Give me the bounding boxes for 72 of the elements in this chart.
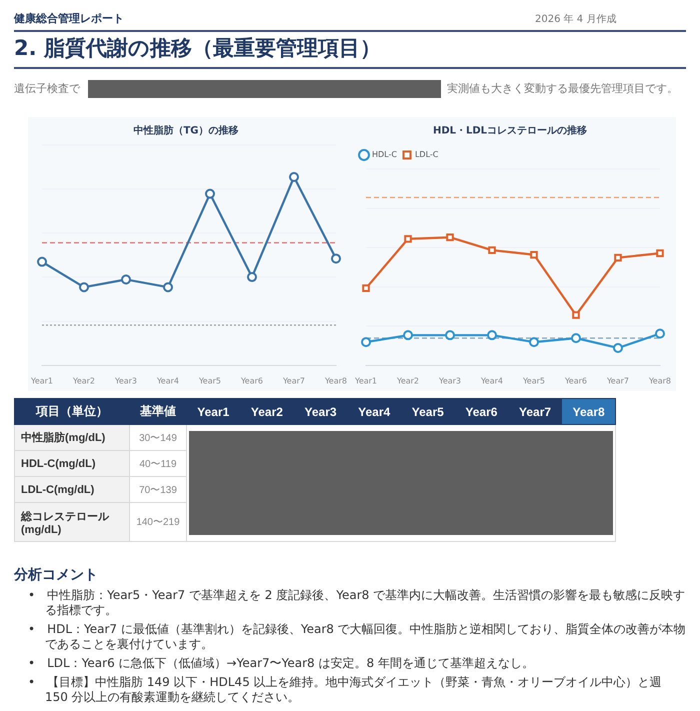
chart-title: HDL・LDLコレステロールの推移 [432, 124, 588, 137]
category-label: 総コレステロール(mg/dL) [21, 510, 109, 536]
x-tick-label: Year7 [606, 376, 630, 386]
x-tick-label: Year8 [648, 376, 671, 386]
category-label: Year5 [401, 398, 455, 424]
category-label: Year3 [294, 398, 348, 424]
point [446, 234, 454, 242]
point [246, 272, 257, 282]
category-label: 70〜139 [139, 484, 177, 496]
text: 遺伝子検査で [14, 81, 80, 96]
point [362, 284, 370, 292]
point [121, 274, 132, 284]
x-tick-label: Year2 [396, 376, 420, 386]
text: 2026 年 4 月作成 [535, 12, 616, 26]
category-label: HDL-C(mg/dL) [21, 458, 96, 470]
category-label: Year1 [186, 398, 240, 424]
x-tick-label: Year4 [480, 376, 504, 386]
category-label: 中性脂肪(mg/dL) [21, 432, 106, 444]
text: • HDL：Year7 に最低値（基準割れ）を記録後、Year8 で大幅回復。中性脂肪と逆相関しており、脂質全体の改善が本物であることを裏付けています。 [28, 622, 686, 652]
category-label: Year2 [240, 398, 294, 424]
point [487, 330, 497, 340]
point [330, 254, 341, 264]
text: 2. 脂質代謝の推移（最重要管理項目） [14, 35, 381, 62]
point [79, 282, 90, 292]
point [570, 333, 581, 344]
point [530, 250, 538, 259]
category-label: 140〜219 [136, 517, 180, 528]
category-label: Year4 [347, 398, 401, 424]
legend-label: LDL-C [414, 150, 439, 160]
point [656, 249, 664, 258]
point [445, 330, 456, 340]
point [404, 235, 412, 243]
legend-label: HDL-C [372, 150, 398, 160]
point [529, 337, 539, 348]
x-tick-label: Year7 [282, 376, 306, 386]
text: • 【目標】中性脂肪 149 以下・HDL45 以上を維持。地中海式ダイエット（野菜・青魚・オリーブオイル中心）と週 150 分以上の有酸素運動を継続してください。 [28, 675, 663, 705]
point [488, 246, 496, 254]
point [361, 337, 372, 348]
point [612, 342, 623, 353]
x-tick-label: Year5 [198, 376, 222, 386]
category-label: Year6 [454, 398, 508, 424]
category-label: 30〜149 [139, 432, 177, 444]
x-tick-label: Year8 [324, 376, 347, 386]
x-tick-label: Year6 [240, 376, 264, 386]
x-tick-label: Year3 [438, 376, 462, 386]
category-label: 40〜119 [139, 458, 177, 470]
x-tick-label: Year2 [72, 376, 96, 386]
text: 健康総合管理レポート [14, 11, 124, 26]
text: • LDL：Year6 に急低下（低値域）→Year7〜Year8 は安定。8 年間を通じて基準超えなし。 [28, 656, 535, 671]
category-label: Year8 [562, 398, 616, 424]
category-label: 項目（単位） [14, 398, 130, 424]
point [403, 330, 414, 340]
x-tick-label: Year1 [30, 376, 54, 386]
category-label: LDL-C(mg/dL) [21, 484, 94, 496]
text: 分析コメント [14, 566, 99, 584]
text: 実測値も大きく変動する最優先管理項目です。 [447, 81, 678, 96]
point [288, 172, 299, 182]
x-tick-label: Year6 [564, 376, 588, 386]
chart-title: 中性脂肪（TG）の推移 [133, 124, 239, 137]
x-tick-label: Year3 [114, 376, 138, 386]
x-tick-label: Year1 [354, 376, 378, 386]
point [572, 311, 580, 319]
x-tick-label: Year4 [156, 376, 180, 386]
point [614, 254, 622, 262]
point [205, 188, 215, 199]
point [37, 256, 48, 267]
point [654, 328, 665, 339]
point [163, 282, 173, 292]
x-tick-label: Year5 [522, 376, 546, 386]
category-label: Year7 [508, 398, 562, 424]
text: • 中性脂肪：Year5・Year7 で基準超えを 2 度記録後、Year8 で基準内に大幅改善。生活習慣の影響を最も敏感に反映する指標です。 [28, 588, 686, 618]
category-label: 基準値 [130, 398, 186, 424]
